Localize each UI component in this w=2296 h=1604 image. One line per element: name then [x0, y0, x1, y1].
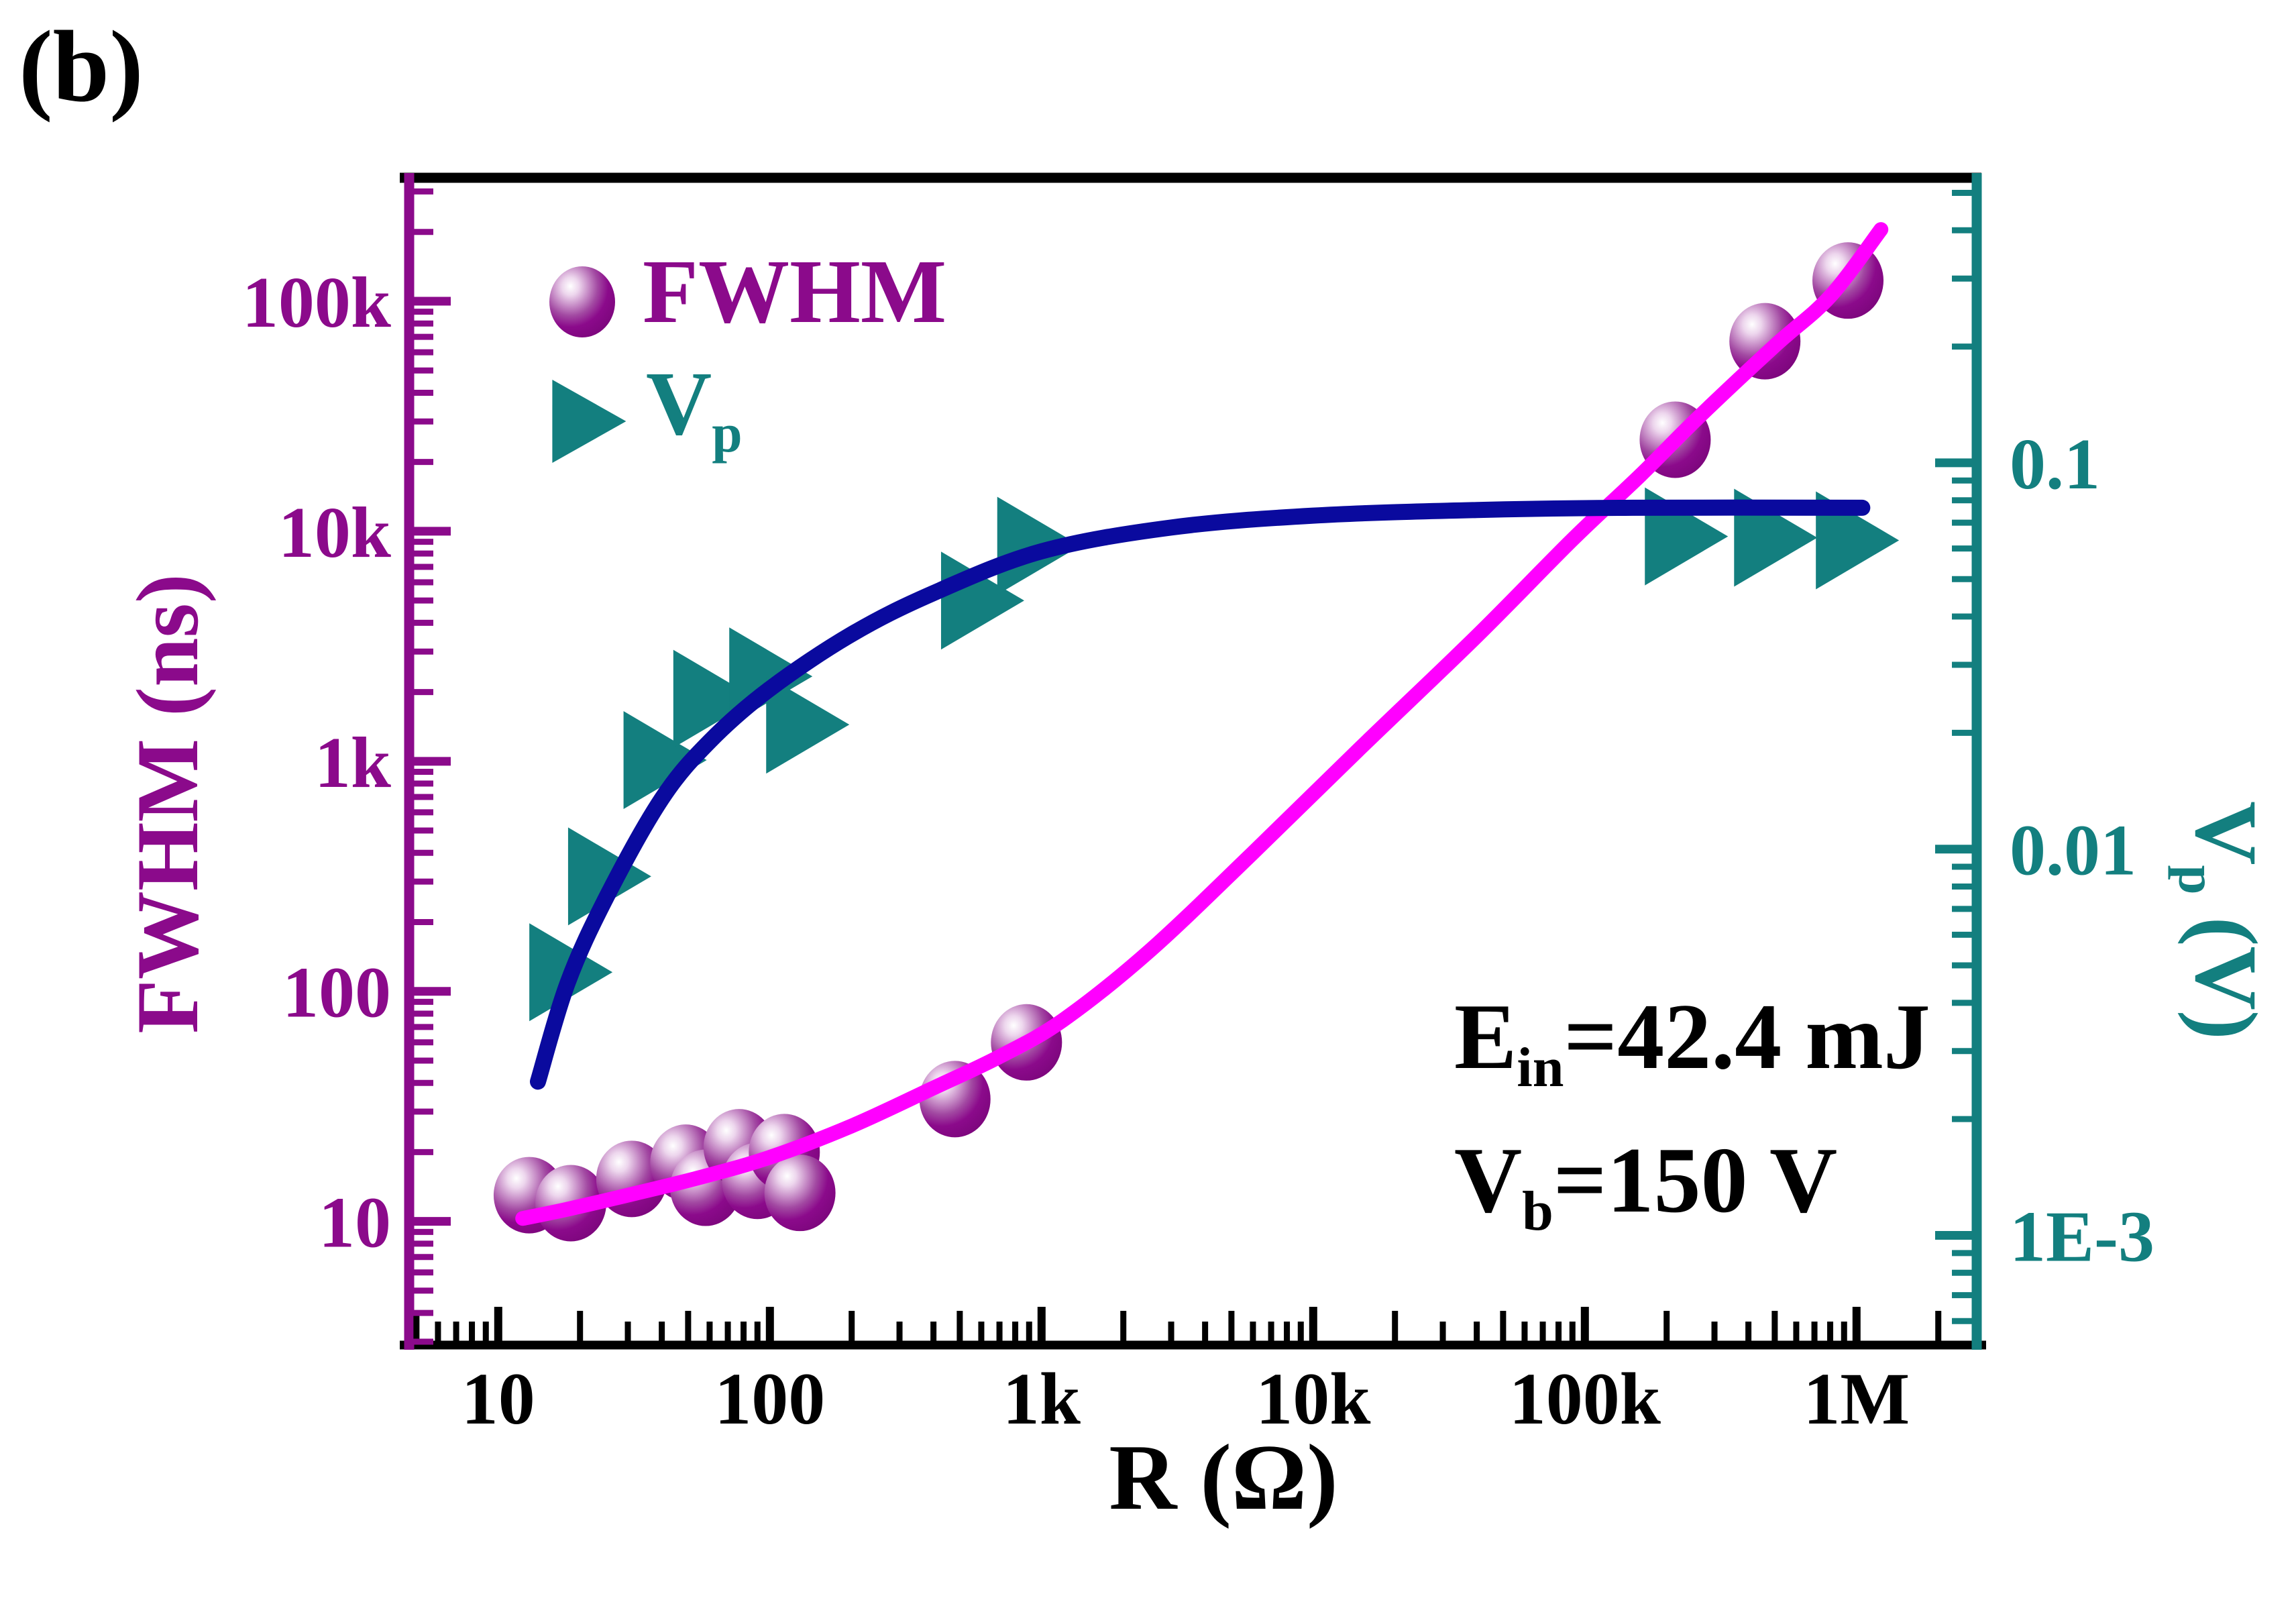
legend-vp-text: V [646, 354, 712, 454]
y-right-title-base: V [2177, 801, 2276, 865]
vp-fit [529, 499, 1871, 1090]
legend-vp-subscript: p [712, 403, 743, 464]
y-left-tick-label: 10 [319, 1183, 391, 1263]
annotation-vb-subscript: b [1522, 1179, 1553, 1242]
y-left-tick-label: 100k [242, 263, 391, 343]
y-left-tick-label: 10k [278, 493, 391, 573]
x-tick-label: 100 [714, 1358, 825, 1440]
annotation-ein-subscript: in [1517, 1036, 1564, 1099]
y-right-title-unit: (V) [2177, 894, 2276, 1040]
x-tick-label: 100k [1509, 1358, 1661, 1440]
plot-frame [400, 172, 1986, 1350]
y-left-tick-label: 100 [282, 953, 391, 1033]
legend-fwhm-text: FWHM [643, 242, 947, 342]
y-right-tick-labels: 0.1 0.01 1E-3 [2010, 425, 2154, 1277]
x-axis-title: R (Ω) [1109, 1426, 1338, 1530]
x-axis-tick-labels: 10 100 1k 10k 100k 1M [461, 1358, 1910, 1440]
y-right-axis-ticks [1935, 189, 1974, 1324]
y-left-tick-label: 1k [315, 723, 391, 803]
annotation-ein-value: =42.4 mJ [1564, 985, 1930, 1089]
y-right-axis-title: Vp (V) [2167, 801, 2275, 1040]
fit-lines [515, 222, 1889, 1226]
panel-label: (b) [19, 10, 144, 123]
vp-data-point [766, 676, 850, 774]
y-right-title-subscript: p [2167, 865, 2227, 895]
vp-data-point [623, 711, 707, 810]
x-tick-label: 1M [1803, 1358, 1910, 1440]
y-right-tick-label: 0.01 [2010, 811, 2136, 891]
x-tick-label: 1k [1003, 1358, 1081, 1440]
x-tick-label: 10k [1256, 1358, 1371, 1440]
vp-data-point [1816, 491, 1900, 590]
x-axis-ticks [413, 1307, 1942, 1342]
legend-vp-marker-icon [552, 380, 626, 463]
series-vp [529, 487, 1900, 1022]
fwhm-data-point [764, 1155, 836, 1232]
annotation-vb-base: V [1454, 1128, 1523, 1232]
vp-data-point [673, 649, 757, 748]
y-left-axis-ticks [412, 188, 451, 1345]
legend-label-vp: Vp [646, 358, 743, 461]
y-right-tick-label: 0.1 [2010, 425, 2100, 504]
annotation-vb: Vb=150 V [1454, 1134, 1837, 1240]
annotation-ein: Ein=42.4 mJ [1454, 990, 1930, 1096]
fwhm-data-point [1729, 303, 1801, 380]
x-tick-label: 10 [461, 1358, 535, 1440]
legend-label-fwhm: FWHM [643, 246, 946, 337]
y-left-tick-labels: 100k 10k 1k 100 10 [242, 263, 391, 1263]
annotation-ein-base: E [1454, 985, 1517, 1089]
y-left-axis-title: FWHM (ns) [118, 574, 217, 1034]
fwhm-fit [515, 222, 1889, 1226]
y-right-tick-label: 1E-3 [2010, 1197, 2154, 1277]
legend-fwhm-marker-icon [549, 266, 615, 337]
legend-markers [549, 266, 626, 463]
annotation-vb-value: =150 V [1553, 1128, 1838, 1232]
